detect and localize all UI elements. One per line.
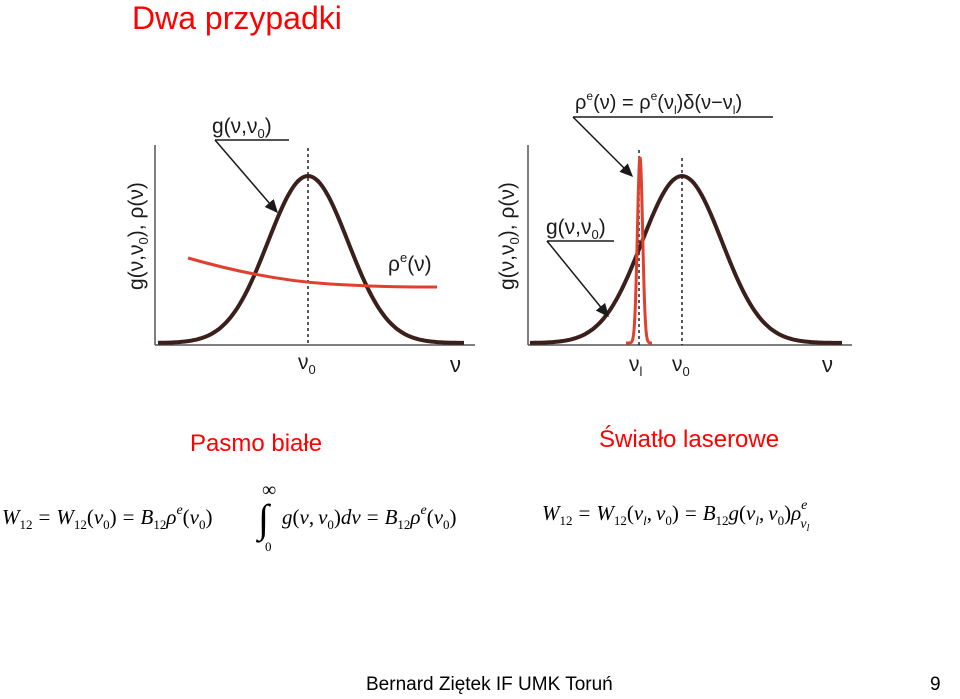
right-x-axis-label: ν bbox=[822, 352, 833, 377]
right-delta-label: ρe(ν) = ρe(νl)δ(ν−νl) bbox=[575, 89, 742, 117]
left-equation-lower-limit: 0 bbox=[265, 539, 272, 554]
right-delta-arrow bbox=[572, 116, 634, 178]
footer-author: Bernard Ziętek IF UMK Toruń bbox=[366, 674, 613, 695]
left-equation-upper-limit: ∞ bbox=[262, 479, 276, 501]
left-caption: Pasmo białe bbox=[190, 430, 323, 457]
right-gaussian-curve bbox=[530, 173, 842, 345]
slide-title: Dwa przypadki bbox=[132, 0, 342, 36]
left-rho-label: ρe(ν) bbox=[388, 250, 432, 276]
left-equation-integral: ∫ bbox=[255, 496, 272, 543]
left-equation-part-1: W12 = W12(ν0) = B12ρe(ν0) bbox=[2, 503, 212, 532]
left-y-axis-label: g(ν,ν0), ρ(ν) bbox=[125, 182, 151, 290]
left-plot: g(ν,ν0), ρ(ν) g(ν,ν0) ρe(ν) ν0 ν bbox=[125, 115, 475, 377]
left-gaussian-curve bbox=[157, 173, 464, 345]
page-number: 9 bbox=[930, 674, 941, 695]
right-caption: Światło laserowe bbox=[599, 426, 780, 453]
left-gaussian-label: g(ν,ν0) bbox=[212, 115, 272, 141]
right-plot: g(ν,ν0), ρ(ν) ρe(ν) = ρe(νl)δ(ν−νl) g(ν,… bbox=[496, 89, 852, 379]
right-y-axis-label: g(ν,ν0), ρ(ν) bbox=[496, 182, 522, 290]
right-gaussian-arrow bbox=[546, 240, 609, 318]
left-equation-part-2: g(ν, ν0)dν = B12ρe(ν0) bbox=[282, 503, 457, 532]
right-laser-line bbox=[626, 156, 652, 345]
left-rho-curve bbox=[187, 256, 438, 289]
left-equation: W12 = W12(ν0) = B12ρe(ν0) ∞ 0 ∫ g(ν, ν0)dν = B1… bbox=[2, 479, 457, 554]
right-gaussian-label: g(ν,ν0) bbox=[546, 216, 606, 242]
right-equation-text: W12 = W12(νl, ν0) = B12g(νl, ν0)ρe νl bbox=[542, 498, 810, 534]
left-gaussian-arrow-shaft bbox=[214, 139, 278, 214]
right-nul-label: νl bbox=[629, 353, 643, 379]
right-nu0-label: ν0 bbox=[672, 353, 690, 379]
left-nu0-label: ν0 bbox=[298, 351, 316, 377]
right-equation: W12 = W12(νl, ν0) = B12g(νl, ν0)ρe νl bbox=[542, 498, 810, 534]
left-x-axis-label: ν bbox=[450, 352, 461, 377]
